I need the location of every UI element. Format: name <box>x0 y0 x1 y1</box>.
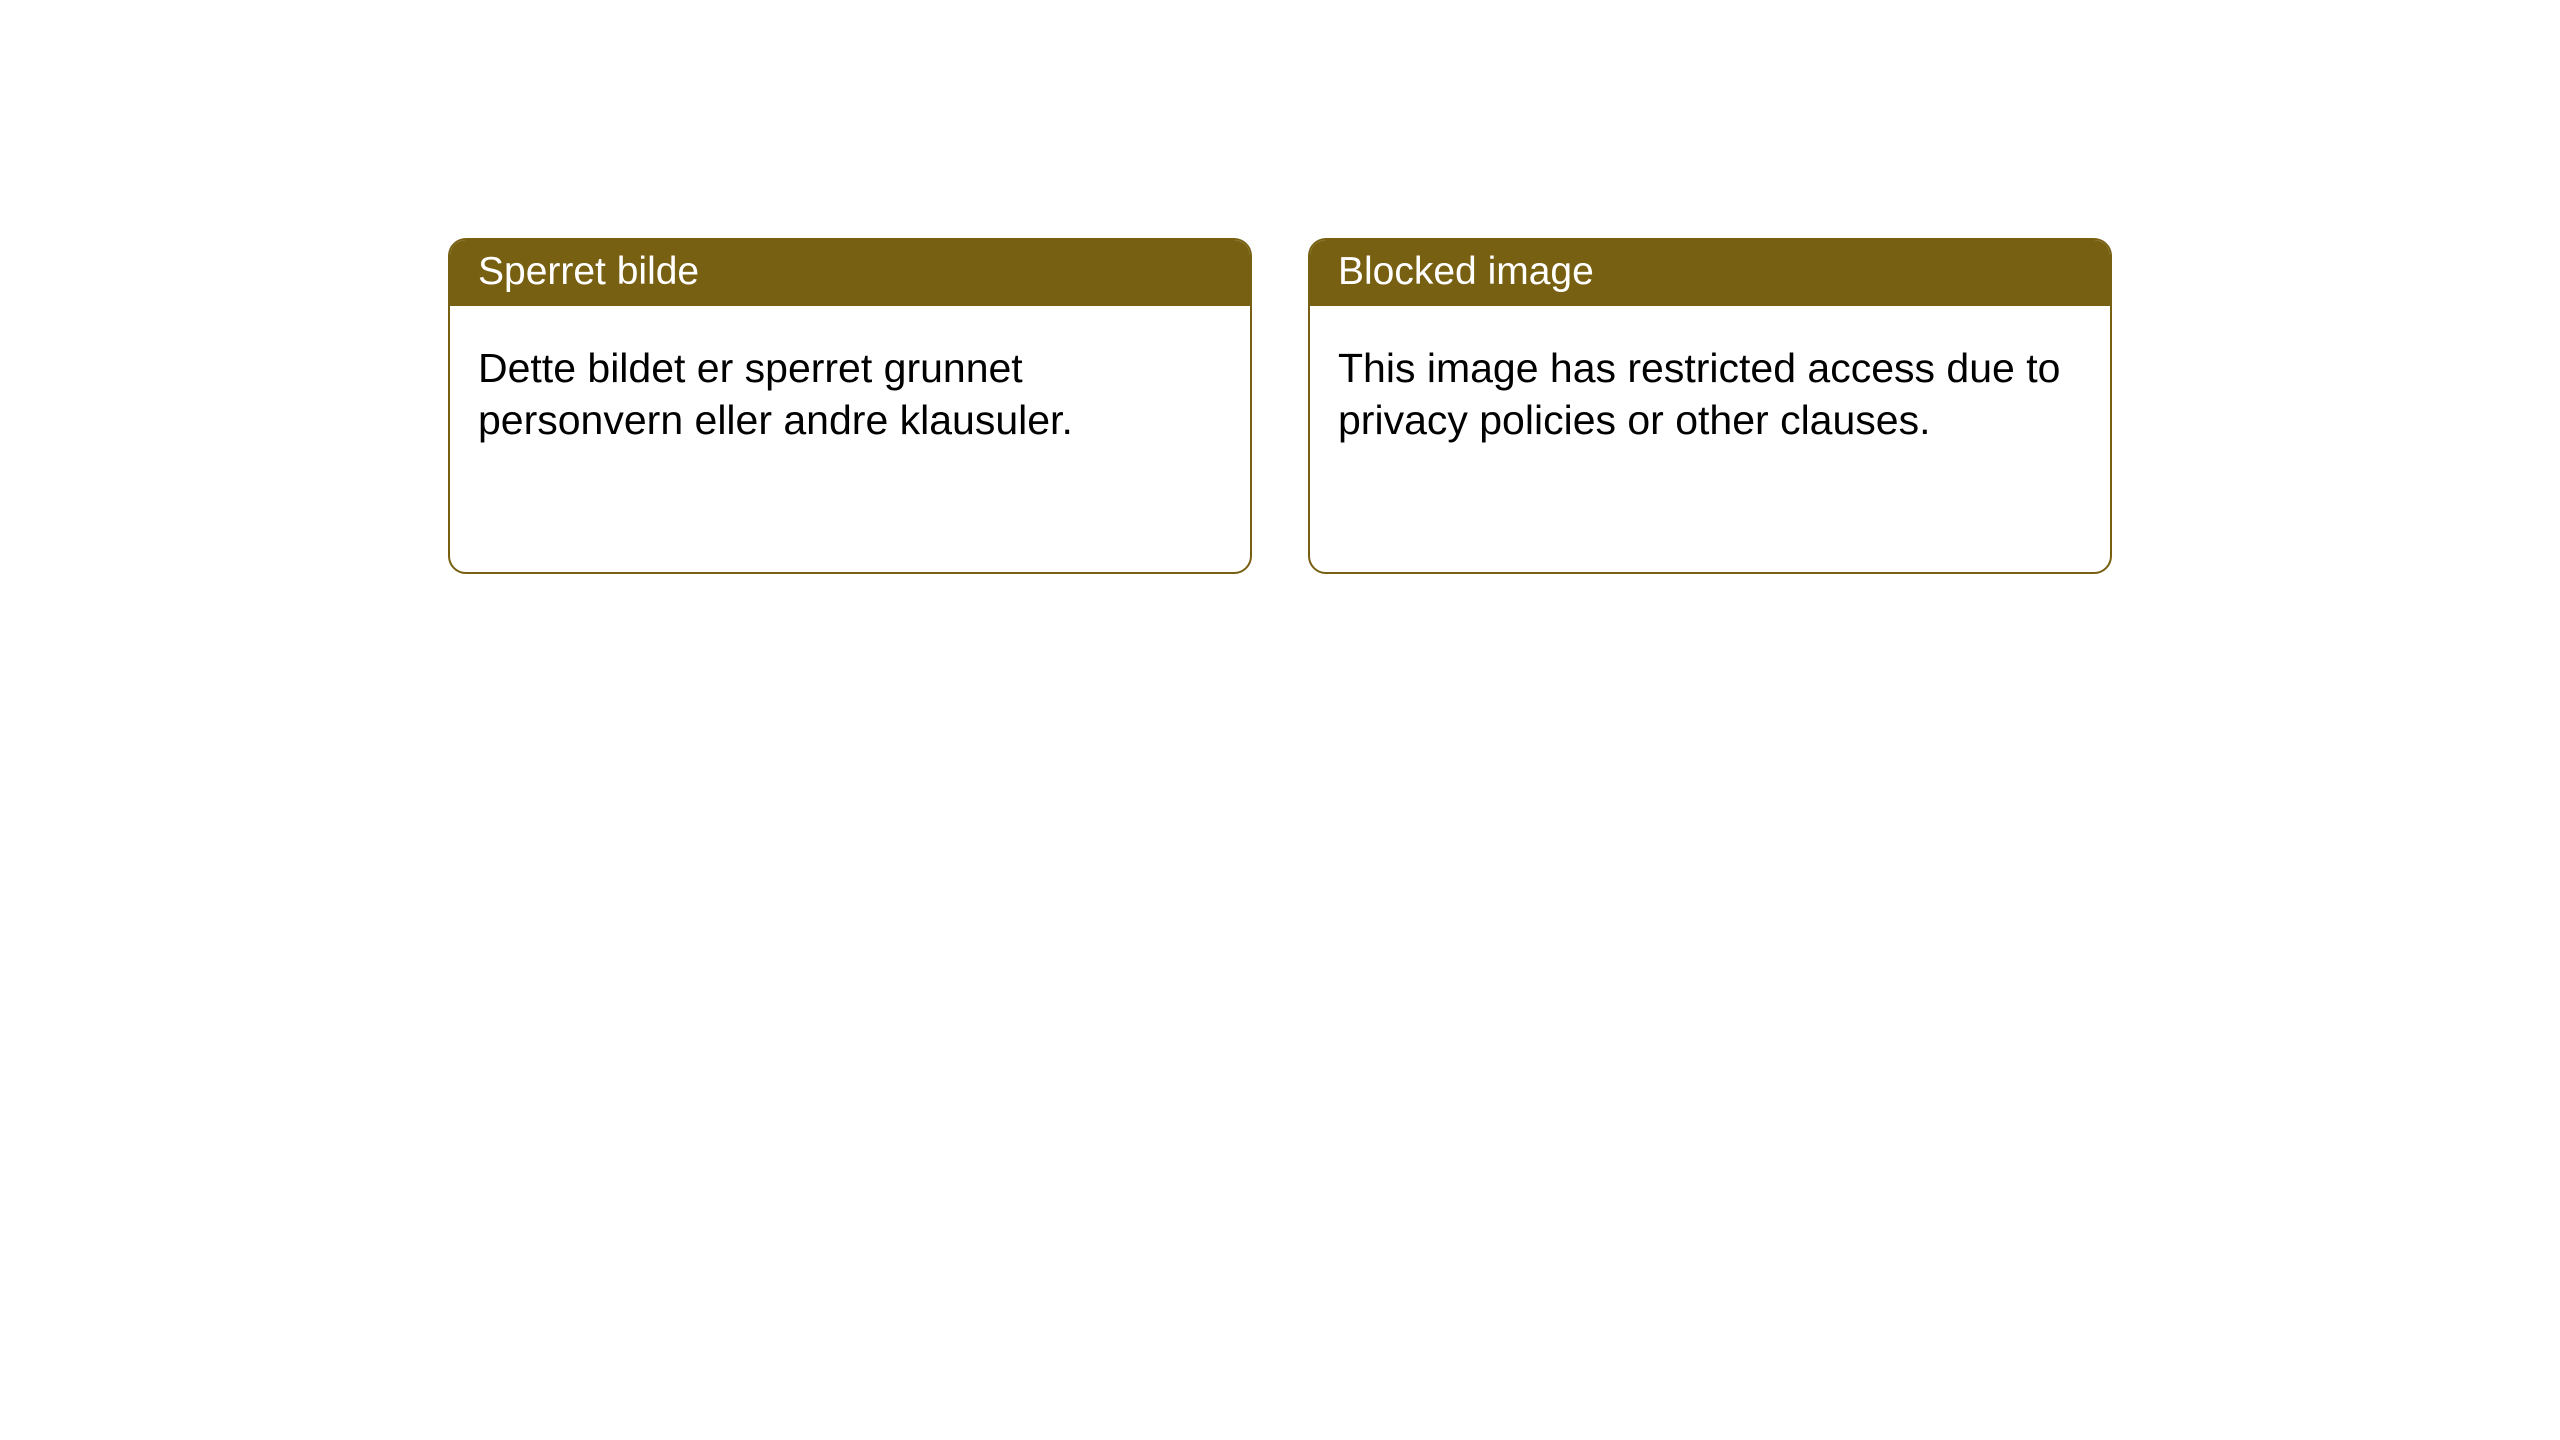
notice-card-english: Blocked image This image has restricted … <box>1308 238 2112 574</box>
card-body: Dette bildet er sperret grunnet personve… <box>450 306 1250 483</box>
notice-card-norwegian: Sperret bilde Dette bildet er sperret gr… <box>448 238 1252 574</box>
card-body: This image has restricted access due to … <box>1310 306 2110 483</box>
card-header: Sperret bilde <box>450 240 1250 306</box>
card-header: Blocked image <box>1310 240 2110 306</box>
notice-container: Sperret bilde Dette bildet er sperret gr… <box>448 238 2112 574</box>
